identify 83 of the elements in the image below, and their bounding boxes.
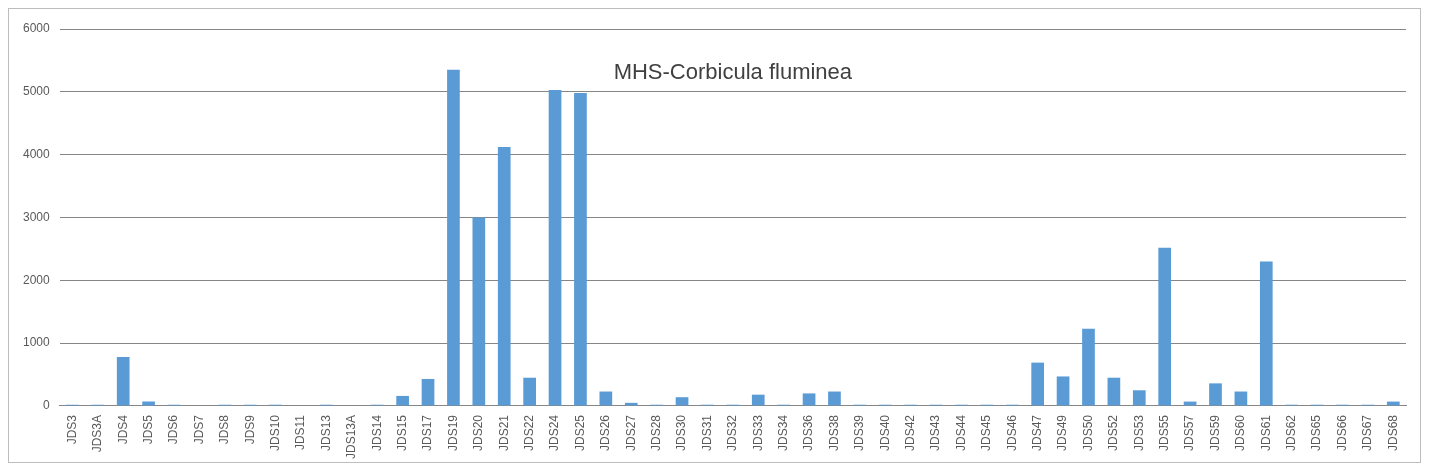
x-tick-label: JDS14 [369,414,384,452]
y-tick-label: 1000 [22,335,51,350]
x-tick-label: JDS25 [572,414,587,452]
x-tick-label: JDS34 [775,414,790,452]
y-tick-label: 4000 [22,146,51,161]
x-tick-label: JDS57 [1182,414,1197,452]
bar [1158,247,1172,406]
x-tick-label: JDS53 [1131,414,1146,452]
bar [599,391,613,406]
x-tick-label: JDS45 [979,414,994,452]
x-tick-label: JDS3A [90,414,105,453]
x-tick-label: JDS65 [1309,414,1324,452]
x-tick-label: JDS4 [115,414,130,445]
x-tick-label: JDS11 [293,414,308,451]
bar [396,395,409,406]
x-tick-label: JDS19 [445,414,460,452]
x-tick-label: JDS20 [471,414,486,452]
text: MHS-Corbicula fluminea [613,59,853,85]
x-tick-label: JDS59 [1207,414,1222,452]
x-tick-label: JDS17 [420,414,435,452]
bar [1107,377,1121,406]
x-tick-label: JDS61 [1258,414,1273,452]
x-tick-label: JDS32 [725,414,740,452]
x-tick-label: JDS7 [191,414,206,445]
x-tick-label: JDS46 [1004,414,1019,452]
x-tick-label: JDS62 [1284,414,1298,452]
bar [828,391,841,406]
x-tick-label: JDS55 [1156,414,1171,452]
bar [116,356,130,406]
x-tick-label: JDS5 [140,414,155,445]
x-tick-label: JDS66 [1334,414,1349,452]
x-tick-label: JDS49 [1055,414,1070,452]
x-tick-label: JDS24 [547,414,562,452]
x-tick-label: JDS31 [699,414,714,452]
x-tick-label: JDS13 [318,414,333,452]
bar [497,147,511,406]
bar [1056,376,1070,406]
x-tick-label: JDS47 [1029,414,1044,452]
bar [523,377,536,406]
x-tick-label: JDS21 [496,414,511,452]
bar [472,217,486,406]
y-tick-label: 6000 [22,21,51,36]
x-tick-label: JDS36 [801,414,816,452]
x-tick-label: JDS13A [344,414,359,460]
x-tick-label: JDS8 [217,414,232,445]
x-tick-label: JDS52 [1106,414,1121,452]
bar [1259,261,1273,406]
x-tick-label: JDS60 [1233,414,1248,452]
bar [675,397,689,406]
x-tick-label: JDS6 [166,414,181,445]
x-tick-label: JDS44 [953,414,968,452]
bar [421,378,435,406]
bar [574,93,587,406]
bar [1132,390,1146,406]
y-tick-label: 5000 [22,84,51,99]
x-tick-label: JDS40 [877,414,892,452]
bar [447,69,460,406]
y-tick-label: 0 [43,398,51,413]
bar [1082,328,1095,406]
x-tick-label: JDS15 [394,414,409,452]
x-tick-label: JDS27 [623,414,638,452]
x-tick-label: JDS10 [267,414,282,452]
bar [751,394,765,406]
x-tick-label: JDS68 [1385,414,1400,452]
x-tick-label: JDS3 [64,414,79,445]
y-tick-label: 2000 [22,272,51,287]
x-tick-label: JDS33 [750,414,765,452]
x-tick-label: JDS22 [521,414,536,452]
x-tick-label: JDS43 [928,414,943,452]
x-tick-label: JDS50 [1080,414,1095,452]
x-tick-label: JDS67 [1360,414,1375,452]
x-tick-label: JDS28 [648,414,663,452]
bar [548,89,562,406]
bar [802,393,816,406]
bar [1209,383,1222,406]
bar [1031,362,1045,406]
x-tick-label: JDS38 [826,414,841,452]
y-tick-label: 3000 [22,209,51,224]
x-tick-label: JDS30 [674,414,689,452]
x-tick-label: JDS42 [902,414,917,452]
x-tick-label: JDS26 [598,414,613,452]
x-tick-label: JDS39 [852,414,867,452]
x-tick-label: JDS9 [242,414,257,445]
